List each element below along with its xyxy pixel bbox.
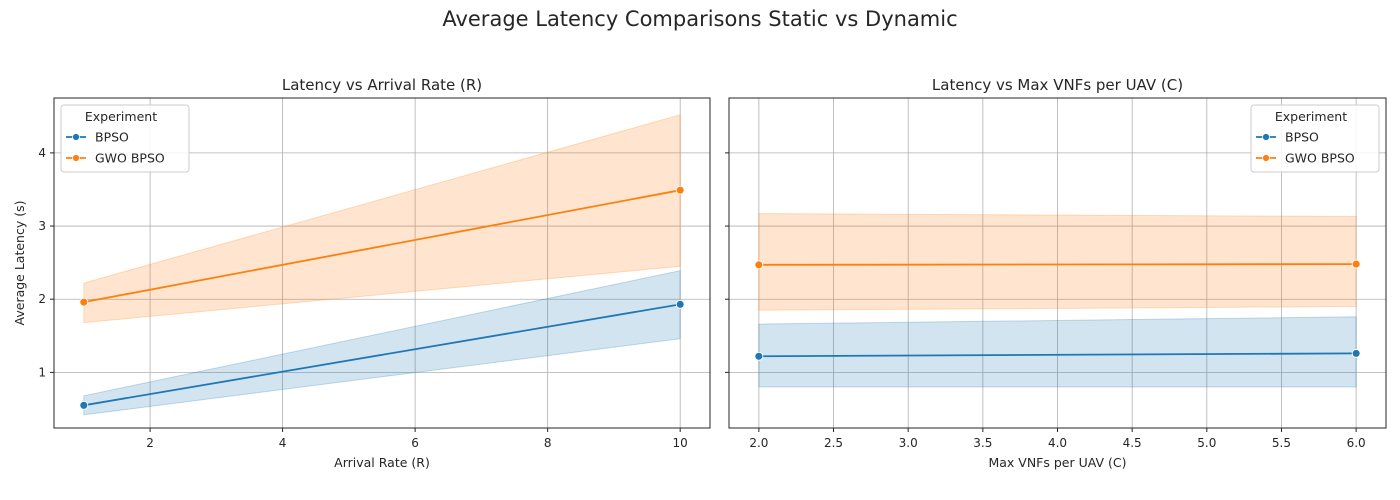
legend-marker bbox=[1262, 133, 1270, 141]
y-tick-label: 3 bbox=[38, 219, 46, 233]
y-tick-label: 2 bbox=[38, 292, 46, 306]
subplot-title: Latency vs Max VNFs per UAV (C) bbox=[932, 76, 1183, 94]
x-tick-label: 6.0 bbox=[1347, 436, 1366, 450]
series-line bbox=[758, 352, 1357, 358]
x-tick-label: 10 bbox=[673, 436, 688, 450]
data-point bbox=[79, 297, 89, 307]
x-tick-label: 3.0 bbox=[899, 436, 918, 450]
y-tick-label: 4 bbox=[38, 146, 46, 160]
legend-label: GWO BPSO bbox=[1285, 151, 1355, 166]
legend-marker bbox=[72, 133, 80, 141]
x-tick-label: 2 bbox=[146, 436, 154, 450]
legend-title: Experiment bbox=[85, 109, 157, 124]
x-tick-label: 2.5 bbox=[824, 436, 843, 450]
confidence-band bbox=[758, 316, 1357, 388]
data-point bbox=[754, 260, 764, 270]
data-point bbox=[1351, 259, 1361, 269]
y-tick-label: 1 bbox=[38, 365, 46, 379]
x-tick-label: 2.0 bbox=[749, 436, 768, 450]
data-point bbox=[79, 400, 89, 410]
data-point bbox=[754, 351, 764, 361]
legend-marker bbox=[1262, 154, 1270, 162]
legend-label: GWO BPSO bbox=[95, 151, 165, 166]
confidence-band bbox=[83, 114, 681, 324]
series-line bbox=[83, 303, 681, 407]
x-tick-label: 5.0 bbox=[1197, 436, 1216, 450]
subplot-max-vnfs: 2.0 2.5 3.0 3.5 4.0 4.5 5.0 5.5 6.0 Latency vs Ma… bbox=[725, 76, 1387, 470]
confidence-band bbox=[758, 213, 1357, 311]
legend-label: BPSO bbox=[1285, 130, 1319, 145]
data-point bbox=[675, 185, 685, 195]
subplot-title: Latency vs Arrival Rate (R) bbox=[282, 76, 482, 94]
legend-label: BPSO bbox=[95, 130, 129, 145]
series-line bbox=[758, 263, 1357, 266]
legend-marker bbox=[72, 154, 80, 162]
legend-box bbox=[60, 104, 190, 173]
data-point bbox=[1351, 348, 1361, 358]
x-tick-label: 5.5 bbox=[1272, 436, 1291, 450]
x-tick-label: 4 bbox=[279, 436, 287, 450]
series-line bbox=[83, 189, 681, 304]
x-axis-label: Arrival Rate (R) bbox=[334, 455, 430, 470]
axes-frame bbox=[53, 97, 711, 429]
x-tick-label: 3.5 bbox=[973, 436, 992, 450]
x-tick-label: 4.0 bbox=[1048, 436, 1067, 450]
x-tick-label: 8 bbox=[544, 436, 552, 450]
y-axis-label: Average Latency (s) bbox=[12, 201, 27, 326]
x-tick-label: 6 bbox=[411, 436, 419, 450]
x-axis-label: Max VNFs per UAV (C) bbox=[988, 455, 1126, 470]
legend-box bbox=[1250, 104, 1380, 173]
legend-title: Experiment bbox=[1275, 109, 1347, 124]
x-tick-label: 4.5 bbox=[1123, 436, 1142, 450]
figure-suptitle: Average Latency Comparisons Static vs Dy… bbox=[442, 7, 957, 31]
data-point bbox=[675, 299, 685, 309]
